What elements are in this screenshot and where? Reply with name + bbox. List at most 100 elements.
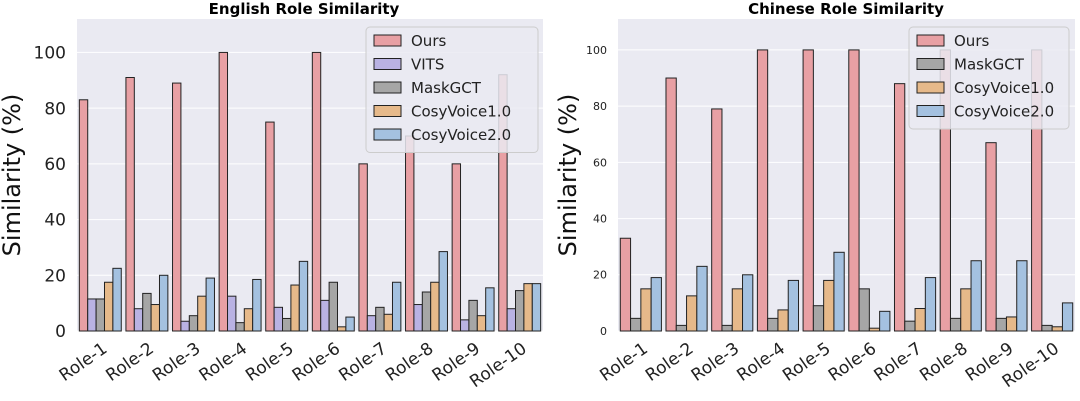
bar-ours-role-3 (172, 82, 182, 332)
y-tick-label: 20 (593, 269, 607, 282)
bar-vits-role-6 (320, 299, 330, 332)
bars (619, 49, 1074, 332)
bar-cosyvoice1-0-role-2 (686, 295, 698, 332)
bar-ours-role-9 (985, 142, 997, 332)
bar-maskgct-role-5 (812, 305, 825, 332)
bar-cosyvoice2-0-role-5 (833, 251, 845, 332)
x-tick-label: Role-2 (642, 339, 697, 386)
bar-cosyvoice1-0-role-7 (914, 308, 926, 332)
bar-cosyvoice2-0-role-4 (787, 279, 800, 332)
bar-maskgct-role-5 (282, 317, 292, 332)
bar-maskgct-role-6 (328, 281, 338, 332)
legend-swatch-ours (916, 34, 945, 47)
bar-cosyvoice2-0-role-7 (391, 281, 402, 332)
bar-vits-role-4 (227, 295, 237, 332)
bars (78, 51, 542, 332)
bar-cosyvoice1-0-role-3 (197, 295, 207, 332)
legend-label-ours: Ours (954, 32, 989, 50)
y-tick-label: 80 (593, 100, 607, 113)
x-tick-label: Role-1 (56, 339, 111, 386)
bar-ours-role-6 (311, 51, 322, 332)
bar-cosyvoice1-0-role-7 (383, 313, 393, 332)
bar-cosyvoice1-0-role-6 (336, 326, 347, 332)
bar-ours-role-2 (125, 77, 135, 332)
bar-ours-role-3 (711, 108, 723, 332)
legend-swatch-cosyvoice2-0 (373, 128, 402, 141)
legend-label-maskgct: MaskGCT (411, 79, 482, 97)
bar-cosyvoice2-0-role-6 (879, 310, 891, 332)
bar-ours-role-5 (802, 49, 814, 332)
bar-cosyvoice2-0-role-1 (650, 277, 662, 332)
x-tick-label: Role-7 (335, 339, 390, 386)
x-tick-label: Role-4 (733, 339, 788, 386)
y-tick-labels: 0 20 40 60 80 100 (34, 44, 66, 343)
bar-cosyvoice2-0-role-3 (205, 277, 215, 332)
y-tick-label: 60 (44, 155, 66, 175)
legend-label-ours: Ours (411, 32, 446, 50)
bar-cosyvoice1-0-role-10 (523, 283, 533, 332)
bar-cosyvoice2-0-role-4 (252, 278, 262, 332)
bar-vits-role-7 (366, 315, 377, 332)
x-tick-label: Role-3 (149, 339, 204, 386)
bar-cosyvoice1-0-role-5 (290, 284, 300, 332)
bar-ours-role-1 (78, 99, 89, 332)
y-tick-label: 0 (600, 325, 607, 338)
bar-cosyvoice1-0-role-8 (960, 288, 972, 332)
bar-maskgct-role-9 (468, 299, 478, 332)
legend-box (365, 26, 539, 153)
bar-cosyvoice1-0-role-6 (868, 327, 881, 332)
x-tick-label: Role-7 (871, 339, 926, 386)
x-tick-label: Role-6 (289, 339, 344, 386)
legend: Ours VITS MaskGCT CosyVoice1.0 CosyVoice2.0 (365, 26, 539, 153)
y-tick-label: 0 (55, 322, 66, 342)
bar-cosyvoice2-0-role-2 (158, 274, 169, 332)
y-axis-label: Similarity (%) (554, 94, 582, 257)
legend: Ours MaskGCT CosyVoice1.0 CosyVoice2.0 (908, 26, 1070, 130)
legend-swatch-cosyvoice1-0 (916, 81, 945, 94)
legend-swatch-maskgct (373, 81, 402, 94)
legend-label-cosyvoice1-0: CosyVoice1.0 (954, 79, 1054, 97)
bar-cosyvoice1-0-role-4 (243, 308, 254, 332)
bar-maskgct-role-2 (675, 324, 688, 332)
bar-vits-role-5 (273, 306, 284, 332)
bar-maskgct-role-2 (142, 292, 152, 332)
bar-maskgct-role-1 (630, 317, 642, 332)
bar-cosyvoice2-0-role-9 (1016, 260, 1028, 332)
x-tick-label: Role-8 (382, 339, 437, 386)
legend-label-vits: VITS (411, 56, 444, 74)
bar-ours-role-4 (218, 51, 229, 332)
y-tick-label: 80 (44, 99, 66, 119)
bar-cosyvoice1-0-role-2 (150, 304, 160, 332)
y-tick-label: 60 (593, 156, 607, 169)
x-tick-label: Role-5 (242, 339, 297, 386)
bar-ours-role-1 (619, 237, 632, 332)
bar-cosyvoice2-0-role-8 (970, 260, 982, 332)
bar-cosyvoice1-0-role-3 (731, 288, 744, 332)
bar-maskgct-role-10 (515, 290, 525, 332)
bar-cosyvoice2-0-role-5 (298, 260, 309, 332)
x-tick-labels: Role-1Role-2Role-3Role-4Role-5Role-6Role… (56, 339, 531, 392)
bar-cosyvoice1-0-role-5 (823, 279, 835, 332)
bar-cosyvoice1-0-role-1 (640, 288, 652, 332)
bar-maskgct-role-4 (767, 317, 779, 332)
bar-maskgct-role-9 (995, 317, 1007, 332)
chart-title: Chinese Role Similarity (748, 0, 944, 18)
bar-cosyvoice2-0-role-2 (696, 265, 708, 332)
legend-swatch-cosyvoice2-0 (916, 105, 945, 117)
bar-ours-role-4 (756, 49, 769, 332)
y-tick-labels: 0 20 40 60 80 100 (586, 44, 607, 338)
bar-vits-role-8 (413, 304, 423, 332)
bar-maskgct-role-7 (375, 306, 385, 332)
x-tick-label: Role-1 (596, 339, 651, 386)
bar-cosyvoice1-0-role-8 (430, 281, 440, 332)
legend-swatch-cosyvoice1-0 (373, 105, 402, 117)
bar-ours-role-9 (451, 163, 462, 332)
x-tick-label: Role-6 (825, 339, 880, 386)
bar-maskgct-role-8 (949, 317, 962, 332)
bar-cosyvoice2-0-role-8 (438, 251, 448, 332)
bar-maskgct-role-6 (858, 288, 870, 332)
bar-cosyvoice2-0-role-7 (924, 277, 937, 332)
